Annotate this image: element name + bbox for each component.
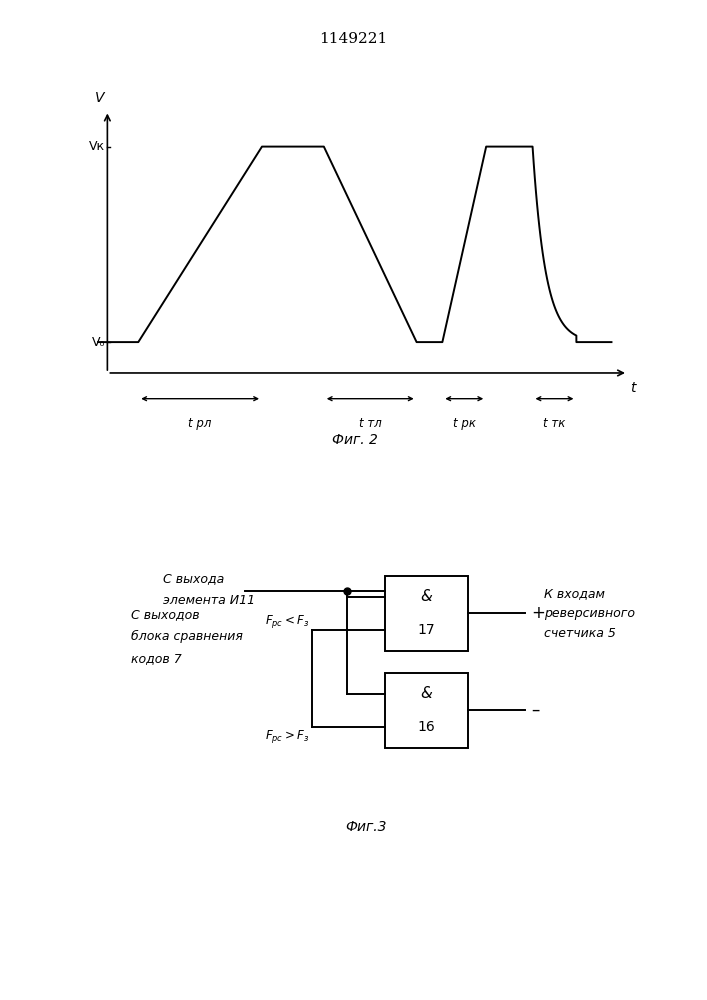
Text: t: t: [631, 381, 636, 395]
Text: V: V: [95, 91, 105, 105]
Text: К входам: К входам: [544, 587, 605, 600]
Text: 17: 17: [418, 623, 436, 637]
Text: $F_{pc}<F_з$: $F_{pc}<F_з$: [265, 613, 309, 630]
Text: t рл: t рл: [189, 417, 212, 430]
Text: С выхода: С выхода: [163, 572, 224, 585]
Text: t тл: t тл: [359, 417, 382, 430]
Text: &: &: [421, 686, 433, 701]
Text: счетчика 5: счетчика 5: [544, 627, 617, 640]
Text: Vк: Vк: [88, 140, 105, 153]
Text: блока сравнения: блока сравнения: [131, 630, 243, 643]
Text: +: +: [532, 604, 546, 622]
Text: V₀: V₀: [91, 336, 105, 349]
Text: t рк: t рк: [452, 417, 476, 430]
Bar: [385, 576, 468, 651]
Text: 1149221: 1149221: [320, 32, 387, 46]
Text: t тк: t тк: [543, 417, 566, 430]
Text: элемента И11: элемента И11: [163, 594, 255, 607]
Text: $F_{pc}>F_з$: $F_{pc}>F_з$: [265, 728, 309, 745]
Text: &: &: [421, 589, 433, 604]
Text: 16: 16: [418, 720, 436, 734]
Bar: [385, 673, 468, 748]
Text: кодов 7: кодов 7: [131, 652, 182, 665]
Text: Фиг. 2: Фиг. 2: [332, 433, 378, 447]
Text: реверсивного: реверсивного: [544, 607, 636, 620]
Text: С выходов: С выходов: [131, 608, 199, 621]
Text: –: –: [532, 701, 540, 719]
Text: Фиг.3: Фиг.3: [346, 820, 387, 834]
